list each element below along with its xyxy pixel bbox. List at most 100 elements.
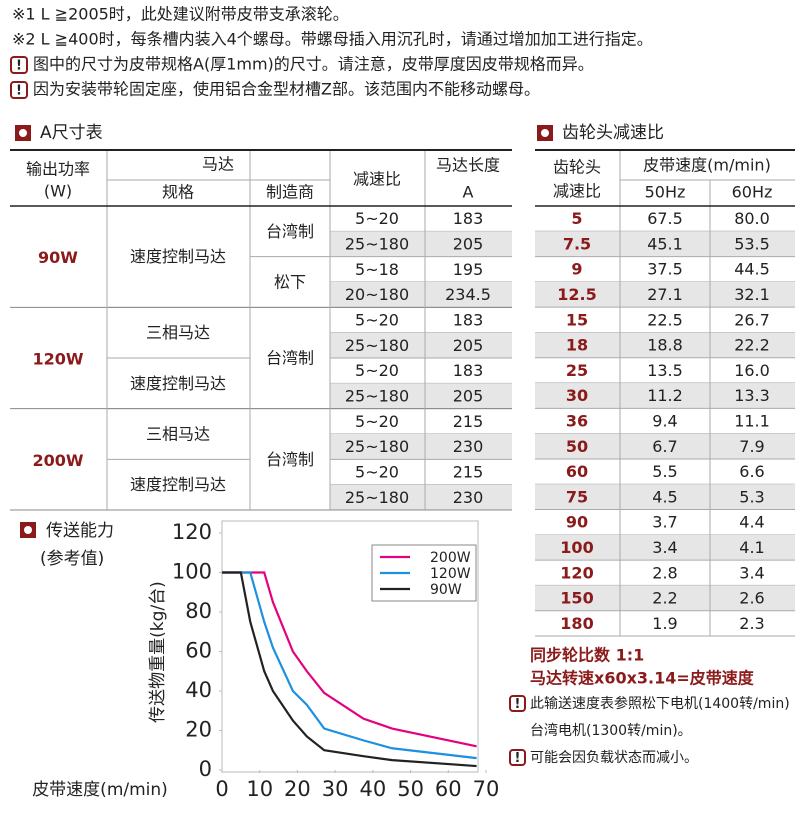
cell-bg — [330, 150, 512, 206]
length-cell: 234.5 — [445, 285, 491, 304]
footnote: 可能会因负载状态而减小。 — [530, 750, 698, 766]
speed-cell: 4.5 — [652, 487, 677, 506]
speed-cell: 27.1 — [647, 285, 683, 304]
ratio-cell: 25~180 — [345, 437, 409, 456]
cell-bg — [330, 332, 512, 358]
header: 制造商 — [266, 183, 314, 202]
header: 齿轮头 — [553, 158, 601, 177]
ratio-cell: 5~18 — [355, 260, 399, 279]
ratio-cell: 25~180 — [345, 387, 409, 406]
x-tick-label: 50 — [397, 777, 424, 801]
speed-cell: 2.8 — [652, 563, 677, 582]
length-cell: 215 — [453, 412, 484, 431]
speed-cell: 44.5 — [734, 260, 770, 279]
footnote: 台湾电机(1300转/min)。 — [530, 722, 692, 739]
y-tick-label: 120 — [172, 520, 212, 544]
cell-bg — [535, 484, 795, 510]
speed-cell: 7.9 — [739, 437, 764, 456]
length-cell: 205 — [453, 387, 484, 406]
y-tick-label: 20 — [185, 718, 212, 742]
spec-cell: 三相马达 — [146, 425, 210, 444]
y-tick-label: 100 — [172, 560, 212, 584]
cell-bg — [330, 231, 512, 257]
speed-cell: 3.7 — [652, 513, 677, 532]
ratio-cell: 5~20 — [355, 361, 399, 380]
plot-frame — [221, 520, 479, 773]
cell-bg — [330, 434, 512, 460]
speed-cell: 16.0 — [734, 361, 770, 380]
ratio-cell: 75 — [566, 487, 588, 506]
ratio-cell: 15 — [566, 310, 588, 329]
speed-cell: 4.1 — [739, 538, 764, 557]
ratio-cell: 60 — [566, 462, 588, 481]
x-tick-label: 70 — [473, 777, 500, 801]
series-line — [222, 571, 477, 748]
ratio-cell: 5~20 — [355, 311, 399, 330]
ratio-cell: 25~180 — [345, 336, 409, 355]
ratio-cell: 100 — [560, 538, 593, 557]
speed-cell: 13.3 — [734, 386, 770, 405]
chart-title: 传送能力 — [46, 521, 114, 541]
spec-cell: 三相马达 — [146, 323, 210, 342]
svg-text:!: ! — [515, 697, 521, 712]
header: (W) — [44, 182, 72, 201]
power-cell: 90W — [38, 248, 78, 267]
speed-cell: 9.4 — [652, 412, 677, 431]
speed-cell: 26.7 — [734, 310, 770, 329]
cell-bg — [535, 534, 795, 561]
speed-cell: 18.8 — [647, 336, 683, 355]
y-tick-label: 80 — [185, 599, 212, 623]
power-cell: 200W — [32, 451, 83, 470]
speed-cell: 2.2 — [652, 589, 677, 608]
ratio-cell: 25~180 — [345, 235, 409, 254]
cell-bg — [330, 484, 512, 510]
y-axis-label: 传送物重量(kg/台) — [148, 581, 168, 723]
y-tick-label: 0 — [199, 757, 212, 781]
cell-bg — [535, 332, 795, 358]
cell-bg — [330, 383, 512, 409]
ratio-cell: 25~180 — [345, 488, 409, 507]
length-cell: 215 — [453, 463, 484, 482]
header: 皮带速度(m/min) — [643, 156, 771, 175]
speed-cell: 53.5 — [734, 234, 770, 253]
ratio-cell: 36 — [566, 412, 588, 431]
note: 图中的尺寸为皮带规格A(厚1mm)的尺寸。请注意，皮带厚度因皮带规格而异。 — [33, 55, 594, 74]
legend-label: 90W — [430, 582, 462, 598]
header: A — [463, 183, 474, 202]
speed-cell: 6.7 — [652, 437, 677, 456]
speed-cell: 3.4 — [739, 563, 764, 582]
maker-cell: 松下 — [274, 273, 306, 292]
speed-cell: 5.5 — [652, 462, 677, 481]
ratio-cell: 5~20 — [355, 463, 399, 482]
ratio-cell: 12.5 — [557, 285, 596, 304]
x-tick-label: 10 — [246, 777, 273, 801]
x-tick-label: 0 — [215, 777, 228, 801]
length-cell: 230 — [453, 437, 484, 456]
note-icons — [10, 56, 526, 766]
speed-cell: 4.4 — [739, 513, 764, 532]
speed-cell: 1.9 — [652, 614, 677, 633]
ratio-cell: 180 — [560, 614, 593, 633]
header: 60Hz — [732, 183, 773, 202]
length-cell: 205 — [453, 235, 484, 254]
speed-cell: 5.3 — [739, 487, 764, 506]
ratio-cell: 25 — [566, 361, 588, 380]
ratio-cell: 150 — [560, 589, 593, 608]
header: 规格 — [162, 183, 194, 202]
formula: 同步轮比数 1:1 — [530, 646, 644, 665]
length-cell: 183 — [453, 311, 484, 330]
length-cell: 205 — [453, 336, 484, 355]
speed-cell: 67.5 — [647, 209, 683, 228]
ratio-cell: 90 — [566, 513, 588, 532]
series-line — [222, 571, 477, 768]
formula: 马达转速x60x3.14=皮带速度 — [530, 669, 755, 688]
header: 马达 — [202, 155, 234, 174]
header: 50Hz — [645, 183, 686, 202]
header: 马达长度 — [436, 156, 500, 175]
speed-cell: 45.1 — [647, 234, 683, 253]
speed-cell: 13.5 — [647, 361, 683, 380]
speed-cell: 80.0 — [734, 209, 770, 228]
ratio-cell: 120 — [560, 563, 593, 582]
speed-cell: 2.6 — [739, 589, 764, 608]
